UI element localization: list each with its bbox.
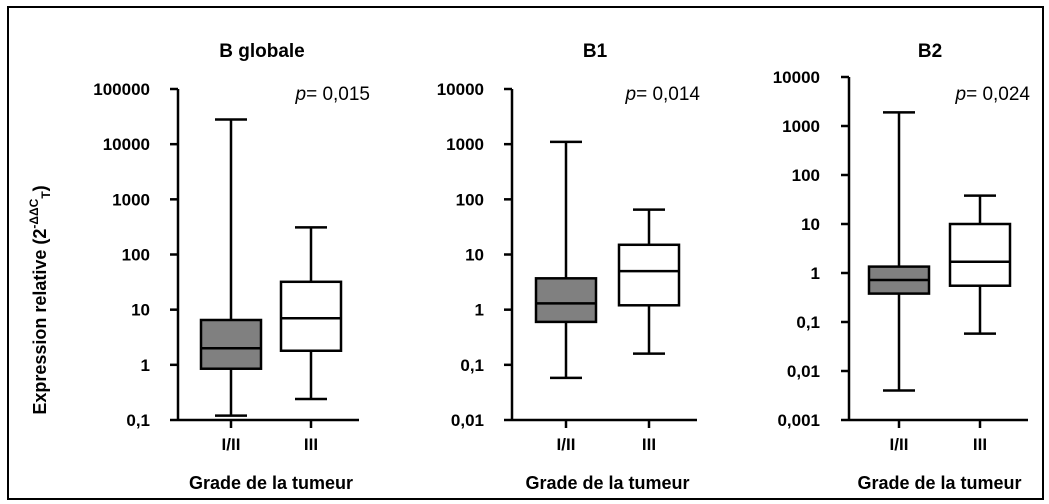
box-III: III bbox=[617, 208, 681, 454]
panel-title: B globale bbox=[219, 41, 305, 62]
box-I-II: I/II bbox=[199, 118, 263, 454]
panel-1: B globale p= 0,015 0,1 1 10 100 1000 10000 10000… bbox=[93, 41, 370, 493]
y-tick-label: 10000 bbox=[103, 135, 150, 154]
iqr-box bbox=[948, 222, 1012, 287]
x-tick-label: III bbox=[642, 435, 656, 454]
iqr-box bbox=[534, 277, 598, 324]
y-tick-label: 10000 bbox=[437, 80, 484, 99]
y-tick-label: 0,1 bbox=[126, 411, 150, 430]
iqr-box bbox=[279, 280, 343, 353]
y-tick-label: 0,01 bbox=[787, 362, 820, 381]
y-tick-label: 10 bbox=[131, 301, 150, 320]
y-tick-label: 10 bbox=[801, 215, 820, 234]
y-axis-label-prefix: Expression relative (2 bbox=[30, 229, 50, 415]
p-value: = 0,015 bbox=[306, 84, 370, 105]
p-value: = 0,014 bbox=[636, 84, 700, 105]
p-value-label: p= 0,015 bbox=[295, 84, 371, 105]
box-I-II: I/II bbox=[534, 140, 598, 454]
y-axis-label-suffix: ) bbox=[30, 185, 50, 191]
y-tick-label: 100 bbox=[456, 190, 484, 209]
p-symbol: p bbox=[625, 84, 637, 105]
y-tick-label: 0,001 bbox=[777, 411, 820, 430]
y-tick-label: 1 bbox=[141, 356, 150, 375]
y-tick-label: 1 bbox=[475, 301, 484, 320]
p-value-label: p= 0,014 bbox=[625, 84, 701, 105]
x-axis-label: Grade de la tumeur bbox=[189, 473, 353, 493]
x-axis-label: Grade de la tumeur bbox=[857, 473, 1021, 493]
p-value-label: p= 0,024 bbox=[955, 84, 1031, 105]
y-tick-label: 0,1 bbox=[460, 356, 484, 375]
y-axis-label-subscript: T bbox=[39, 191, 53, 199]
box-III: III bbox=[279, 226, 343, 454]
iqr-box bbox=[199, 318, 263, 370]
x-axis-label: Grade de la tumeur bbox=[525, 473, 689, 493]
y-axis-label-text: Expression relative (2-ΔΔCT) bbox=[27, 185, 53, 414]
y-tick-label: 1000 bbox=[112, 190, 150, 209]
p-value: = 0,024 bbox=[966, 84, 1030, 105]
panel-3: B2 p= 0,024 0,001 0,01 0,1 1 10 100 1000 10000 I/I… bbox=[773, 41, 1031, 493]
x-tick-label: III bbox=[973, 435, 987, 454]
panel-title: B1 bbox=[583, 41, 608, 62]
y-tick-label: 0,01 bbox=[451, 411, 484, 430]
y-tick-label: 0,1 bbox=[796, 313, 820, 332]
panel-2: B1 p= 0,014 0,01 0,1 1 10 100 1000 10000 I/II III G… bbox=[437, 41, 701, 493]
p-symbol: p bbox=[955, 84, 967, 105]
x-tick-label: I/II bbox=[222, 435, 241, 454]
iqr-box bbox=[617, 243, 681, 307]
y-tick-label: 100 bbox=[122, 246, 150, 265]
x-tick-label: III bbox=[304, 435, 318, 454]
y-axis-label-exponent: -ΔΔC bbox=[27, 198, 41, 228]
box-III: III bbox=[948, 194, 1012, 454]
box-I-II: I/II bbox=[867, 111, 931, 454]
y-axis-label: Expression relative (2-ΔΔCT) bbox=[27, 185, 53, 414]
x-tick-label: I/II bbox=[557, 435, 576, 454]
y-tick-label: 10000 bbox=[773, 68, 820, 87]
y-tick-label: 1 bbox=[811, 264, 820, 283]
p-symbol: p bbox=[295, 84, 307, 105]
y-tick-label: 100000 bbox=[93, 80, 150, 99]
figure-frame bbox=[7, 6, 1044, 500]
y-tick-label: 100 bbox=[792, 166, 820, 185]
panel-title: B2 bbox=[918, 41, 942, 62]
y-tick-label: 10 bbox=[465, 246, 484, 265]
y-tick-label: 1000 bbox=[782, 117, 820, 136]
x-tick-label: I/II bbox=[890, 435, 909, 454]
y-tick-label: 1000 bbox=[446, 135, 484, 154]
